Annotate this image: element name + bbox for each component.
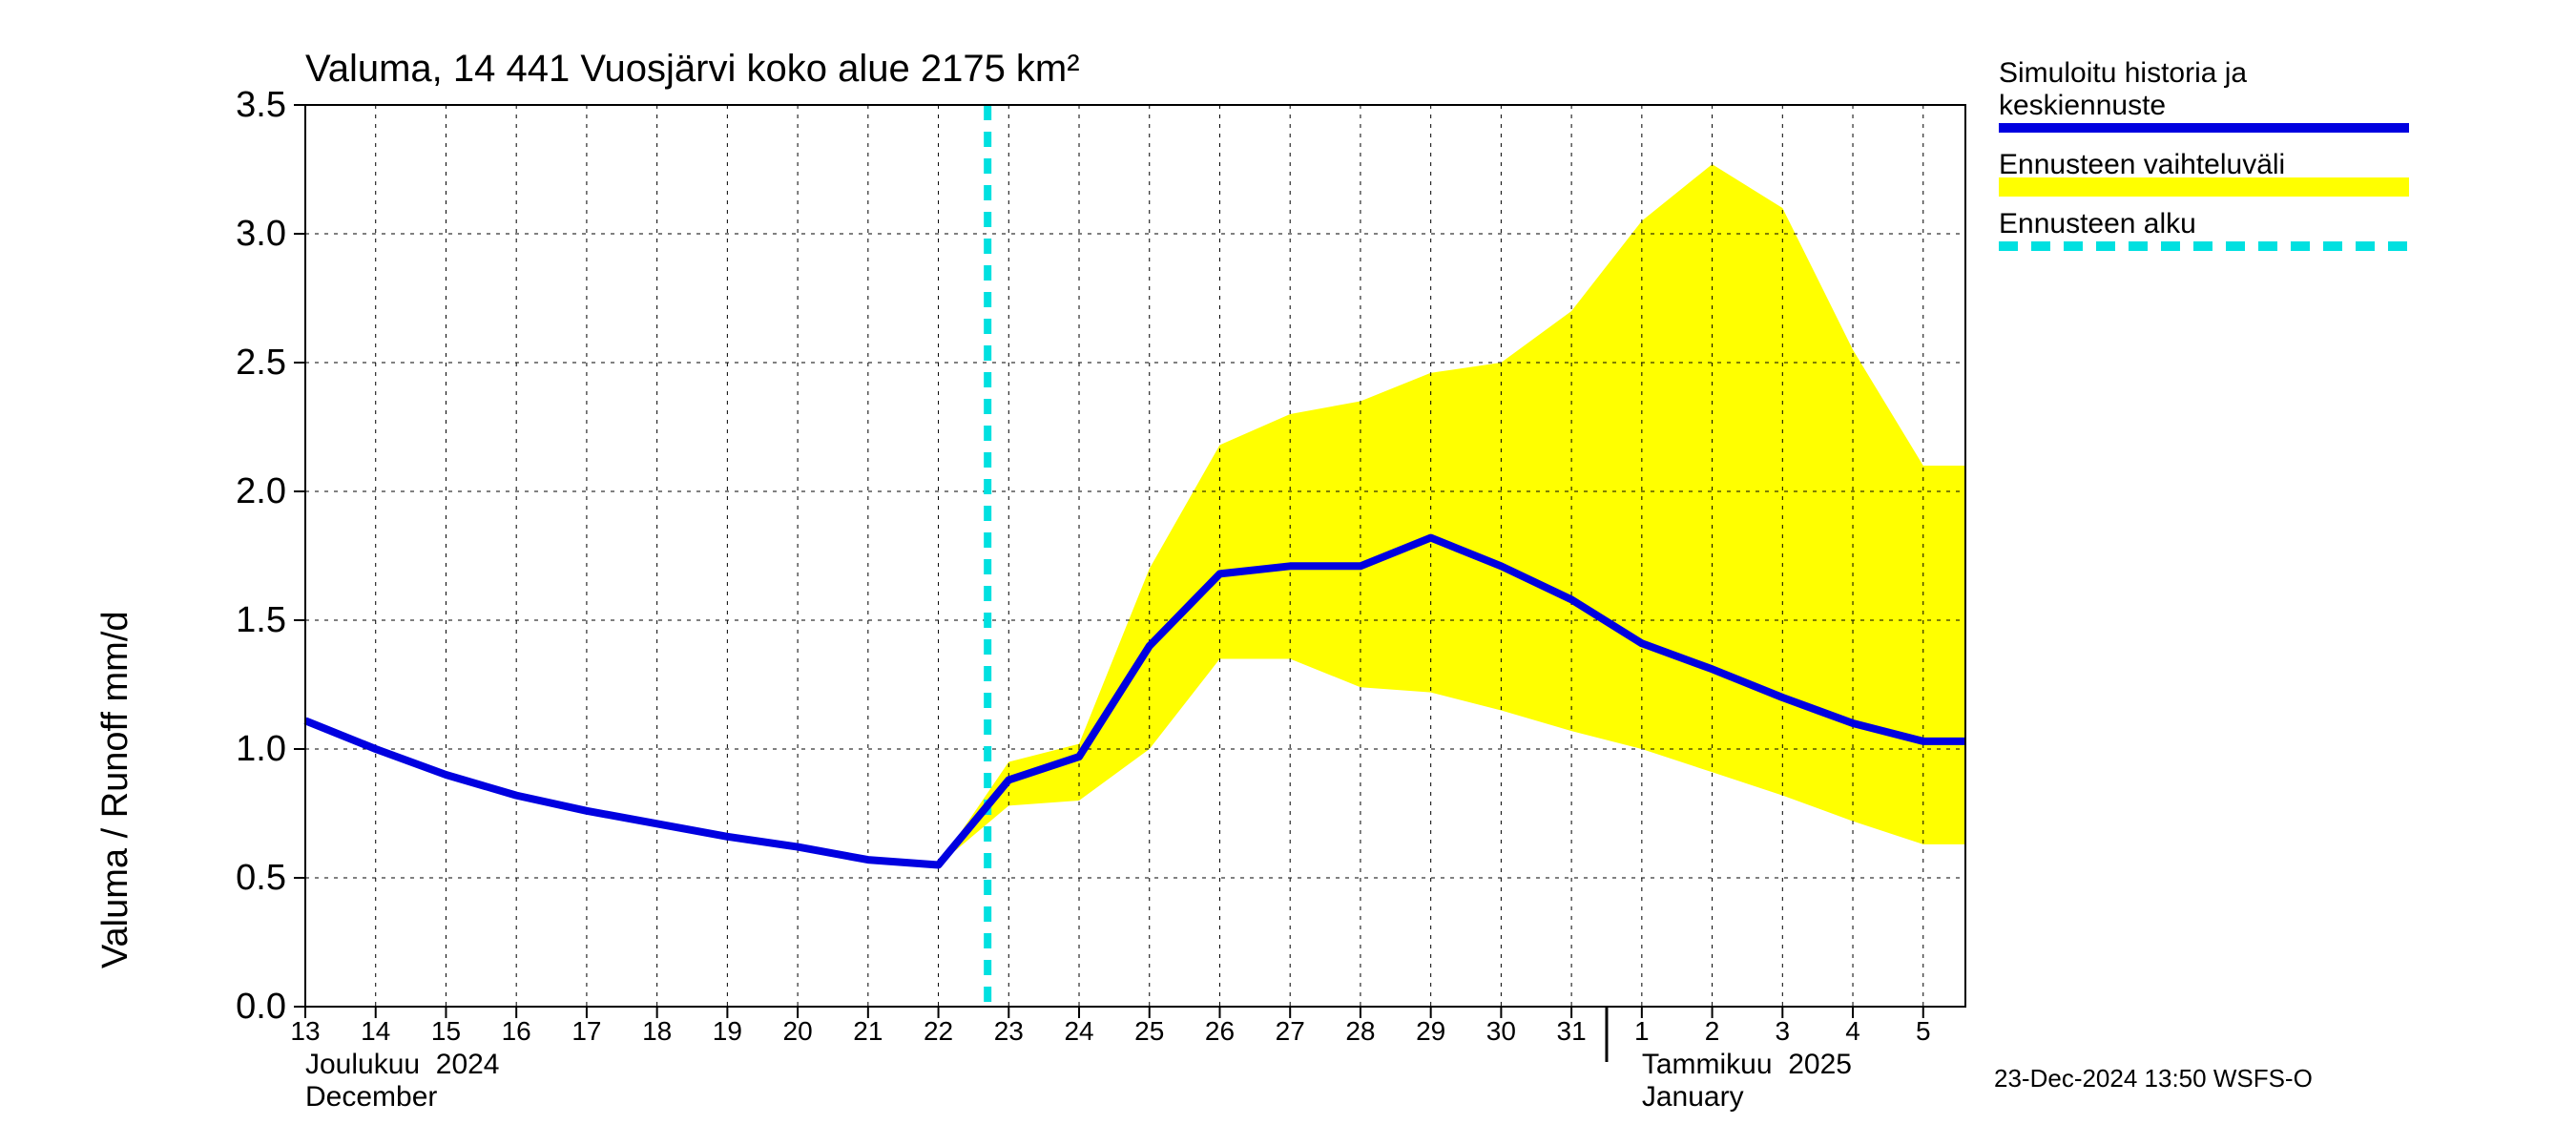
month-label-line1: Tammikuu 2025 xyxy=(1642,1049,1852,1081)
xtick-label: 3 xyxy=(1754,1016,1811,1047)
ytick-label: 1.0 xyxy=(181,729,286,770)
ytick-label: 3.5 xyxy=(181,85,286,126)
xtick-label: 23 xyxy=(980,1016,1037,1047)
ytick-label: 2.5 xyxy=(181,343,286,384)
xtick-label: 2 xyxy=(1684,1016,1741,1047)
xtick-label: 20 xyxy=(769,1016,826,1047)
xtick-label: 19 xyxy=(698,1016,756,1047)
xtick-label: 26 xyxy=(1191,1016,1248,1047)
xtick-label: 4 xyxy=(1824,1016,1881,1047)
ytick-label: 2.0 xyxy=(181,471,286,512)
xtick-label: 22 xyxy=(910,1016,967,1047)
generation-timestamp: 23-Dec-2024 13:50 WSFS-O xyxy=(1994,1064,2313,1093)
legend-label: Ennusteen alku xyxy=(1999,208,2196,240)
xtick-label: 5 xyxy=(1895,1016,1952,1047)
xtick-label: 27 xyxy=(1261,1016,1319,1047)
ytick-label: 3.0 xyxy=(181,214,286,255)
month-label-line2: December xyxy=(305,1081,437,1114)
xtick-label: 29 xyxy=(1402,1016,1460,1047)
xtick-label: 21 xyxy=(840,1016,897,1047)
xtick-label: 1 xyxy=(1613,1016,1671,1047)
xtick-label: 24 xyxy=(1050,1016,1108,1047)
xtick-label: 15 xyxy=(417,1016,474,1047)
month-label-line2: January xyxy=(1642,1081,1744,1114)
xtick-label: 14 xyxy=(347,1016,405,1047)
ytick-label: 0.0 xyxy=(181,987,286,1028)
xtick-label: 16 xyxy=(488,1016,545,1047)
ytick-label: 0.5 xyxy=(181,858,286,899)
xtick-label: 18 xyxy=(629,1016,686,1047)
forecast-band xyxy=(305,164,1965,864)
legend-label: keskiennuste xyxy=(1999,90,2166,122)
xtick-label: 13 xyxy=(277,1016,334,1047)
xtick-label: 28 xyxy=(1332,1016,1389,1047)
xtick-label: 30 xyxy=(1472,1016,1529,1047)
legend-label: Simuloitu historia ja xyxy=(1999,57,2247,90)
xtick-label: 25 xyxy=(1121,1016,1178,1047)
xtick-label: 31 xyxy=(1543,1016,1600,1047)
month-label-line1: Joulukuu 2024 xyxy=(305,1049,500,1081)
runoff-forecast-chart: Valuma, 14 441 Vuosjärvi koko alue 2175 … xyxy=(0,0,2576,1145)
legend-label: Ennusteen vaihteluväli xyxy=(1999,149,2285,181)
ytick-label: 1.5 xyxy=(181,600,286,641)
xtick-label: 17 xyxy=(558,1016,615,1047)
